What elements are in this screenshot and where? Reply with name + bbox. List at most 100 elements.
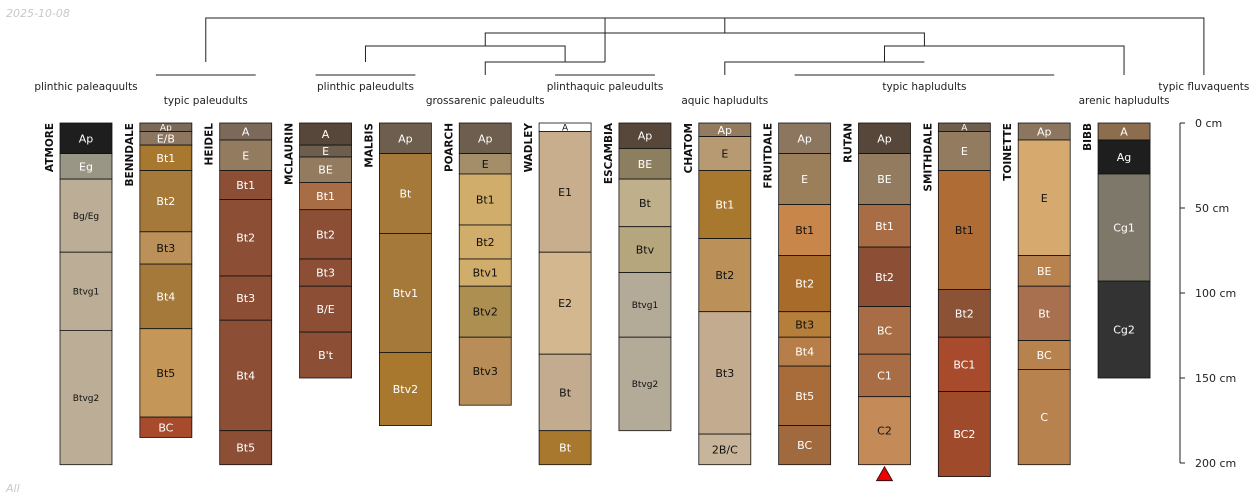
horizon (698, 170, 752, 240)
group-label: plinthic paleaquults (34, 81, 137, 93)
dendrogram (155, 17, 1205, 76)
horizon-label: Btv3 (473, 365, 498, 378)
dendrogram-link (205, 17, 726, 62)
horizon-label: E/B (157, 132, 175, 145)
profile-name: MALBIS (363, 123, 375, 168)
horizon-label: Bt5 (236, 442, 255, 455)
profile-name: ATMORE (44, 123, 56, 172)
profile-name: BIBB (1082, 123, 1094, 151)
horizon-label: Btv2 (473, 306, 498, 319)
horizon (937, 336, 991, 393)
horizon-label: Btv2 (393, 383, 418, 396)
horizon (458, 173, 512, 226)
horizon-label: E (721, 148, 728, 161)
horizon-label: Bt3 (316, 267, 335, 280)
horizon-label: E (322, 145, 329, 158)
horizon-label: Eg (79, 160, 93, 173)
horizon-label: C (1040, 411, 1048, 424)
horizon (59, 329, 113, 466)
horizon-label: Ap (160, 123, 172, 133)
horizon-label: BC (797, 439, 812, 452)
horizon (299, 209, 352, 260)
dendrogram-link (604, 17, 1205, 75)
horizon (858, 153, 911, 206)
horizon-label: C2 (877, 425, 892, 438)
horizon-label: Ap (797, 132, 812, 145)
horizon (937, 391, 991, 478)
horizon-label: Ap (718, 124, 733, 137)
profile-name: SMITHDALE (922, 123, 934, 192)
horizon-label: Bt2 (875, 271, 894, 284)
profile-name: RUTAN (843, 123, 855, 163)
horizon (778, 336, 832, 367)
horizon-label: Ap (1037, 125, 1052, 138)
profile-name: POARCH (443, 123, 455, 172)
group-label: arenic hapludults (1079, 95, 1170, 107)
horizon (778, 255, 832, 313)
group-label: plinthic paleudults (317, 81, 414, 93)
horizon (219, 319, 273, 432)
profile: TOINETTE Ap E BE Bt BC C (1002, 122, 1071, 466)
horizon-label: A (242, 125, 250, 138)
horizon-label: Btv (636, 244, 655, 257)
horizon-label: Cg2 (1113, 324, 1135, 337)
depth-tick-label: 50 cm (1195, 202, 1229, 215)
horizon-label: Bt3 (236, 292, 255, 305)
profile: MCLAURIN AE BE Bt1 Bt2 Bt3 B/E B't (284, 122, 352, 379)
horizon (937, 170, 991, 291)
horizon (219, 199, 273, 277)
horizon-label: A (1120, 125, 1128, 138)
horizon (1017, 285, 1071, 342)
horizon-label: BC2 (953, 428, 975, 441)
horizon-label: Bt (559, 386, 572, 399)
horizon (858, 396, 911, 466)
group-label: typic hapludults (882, 81, 966, 93)
group-label: grossarenic paleudults (426, 95, 545, 107)
horizon (299, 258, 352, 287)
horizon (698, 433, 752, 466)
horizon-label: Bt1 (476, 193, 495, 206)
horizon (378, 352, 432, 426)
horizon (698, 311, 752, 435)
horizon (139, 231, 193, 265)
horizon-label: Ap (877, 132, 892, 145)
depth-tick-label: 0 cm (1195, 117, 1222, 130)
horizon (538, 251, 592, 355)
profile: FRUITDALE Ap E Bt1 Bt2 Bt3 Bt4 Bt5 BC (763, 122, 832, 466)
horizon (299, 156, 352, 183)
horizon-label: Bt2 (955, 307, 974, 320)
horizon (618, 148, 672, 180)
horizon-label: Bt2 (316, 228, 335, 241)
horizon-label: BC (877, 324, 892, 337)
depth-tick-label: 150 cm (1195, 372, 1236, 385)
group-label: plinthaquic paleudults (547, 81, 664, 93)
horizon (698, 136, 752, 172)
horizon-label: Btvg2 (632, 380, 658, 390)
horizon-label: Bt2 (795, 278, 814, 291)
horizon (1017, 369, 1071, 466)
horizon (139, 170, 193, 233)
horizon (458, 285, 512, 338)
group-label: aquic hapludults (681, 95, 768, 107)
horizon (1017, 340, 1071, 370)
horizon-label: Bt1 (236, 179, 255, 192)
horizon (858, 204, 911, 248)
profile-name: BENNDALE (124, 123, 136, 186)
profile: CHATOM Ap E Bt1 Bt2 Bt3 2B/C (683, 122, 752, 466)
depth-axis: 0 cm 50 cm 100 cm 150 cm 200 cm (1179, 117, 1236, 470)
horizon (618, 122, 672, 149)
horizon (139, 328, 193, 418)
horizon (59, 153, 113, 180)
horizon (858, 122, 911, 155)
horizon (219, 170, 273, 200)
horizon-label: Ap (478, 132, 493, 145)
horizon (378, 233, 432, 353)
profile: HEIDEL AE Bt1 Bt2 Bt3 Bt4 Bt5 (204, 122, 273, 466)
horizon-label: Bt (399, 188, 412, 201)
profile: POARCH Ap E Bt1 Bt2 Btv1 Btv2 Btv3 (443, 122, 512, 406)
horizon-label: Bt3 (795, 318, 814, 331)
profile-name: TOINETTE (1002, 123, 1014, 181)
profile: ATMORE Ap Eg Bg/Eg Btvg1 Btvg2 (44, 122, 113, 466)
horizon (1017, 255, 1071, 287)
